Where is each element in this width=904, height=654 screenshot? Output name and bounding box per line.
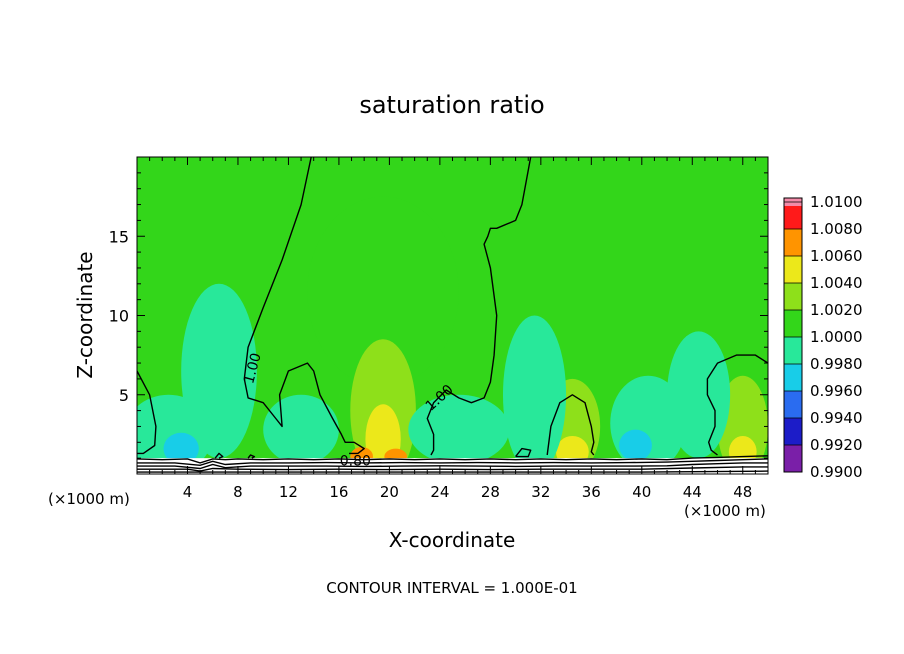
x-tick-label: 32: [531, 483, 550, 501]
colorbar-swatch: [784, 337, 802, 364]
x-tick-label: 20: [380, 483, 399, 501]
surface-contour-line: [137, 462, 768, 470]
y-tick-label: 10: [109, 307, 129, 326]
colorbar-level-label: 1.0060: [810, 247, 863, 265]
colorbar-swatch: [784, 283, 802, 310]
surface-contour-line: [137, 458, 768, 467]
field-region: [263, 394, 339, 465]
x-unit-left: (×1000 m): [48, 490, 130, 508]
field-region: [502, 315, 567, 474]
colorbar-level-label: 0.9900: [810, 463, 863, 481]
x-tick-label: 8: [233, 483, 243, 501]
x-tick-label: 16: [329, 483, 348, 501]
x-tick-label: 4: [183, 483, 193, 501]
contour-line: [137, 370, 157, 455]
y-tick-label: 15: [109, 227, 129, 246]
contour-interval-note: CONTOUR INTERVAL = 1.000E-01: [326, 579, 577, 597]
plot-field: 1.001.000.80: [137, 157, 768, 474]
colorbar-swatch: [784, 229, 802, 256]
x-tick-label: 24: [430, 483, 449, 501]
colorbar-level-label: 1.0020: [810, 301, 863, 319]
y-axis-label: Z-coordinate: [73, 251, 97, 378]
chart-title: saturation ratio: [359, 91, 544, 119]
contour-line: [426, 157, 532, 456]
x-tick-label: 36: [582, 483, 601, 501]
contour-line: [546, 394, 595, 456]
colorbar-swatch: [784, 256, 802, 283]
x-unit-right: (×1000 m): [684, 502, 766, 520]
contour-label: 0.80: [340, 453, 371, 469]
colorbar-level-label: 1.0080: [810, 220, 863, 238]
field-region: [307, 196, 459, 387]
contour-label: 1.00: [241, 351, 265, 385]
colorbar-swatch: [784, 310, 802, 337]
contour-lines: [137, 157, 768, 459]
x-tick-label: 44: [683, 483, 702, 501]
x-tick-label: 40: [632, 483, 651, 501]
colorbar-swatch: [784, 364, 802, 391]
contour-line: [247, 454, 256, 459]
field-region: [667, 331, 731, 459]
x-axis-ticks: 4 8 12 16 20 24 28 32 36 40 44 48: [149, 157, 756, 501]
field-region: [163, 432, 199, 465]
colorbar-swatch: [784, 391, 802, 418]
field-region: [619, 429, 652, 462]
surface-contour-line: [137, 455, 768, 464]
colorbar-level-label: 0.9920: [810, 436, 863, 454]
colorbar-level-label: 1.0000: [810, 328, 863, 346]
contour-line: [515, 447, 532, 458]
colorbar-level-label: 0.9980: [810, 355, 863, 373]
contour-line: [243, 157, 365, 455]
x-axis-label: X-coordinate: [389, 528, 516, 552]
x-tick-label: 28: [481, 483, 500, 501]
colorbar-swatch: [784, 202, 802, 229]
contour-line: [706, 354, 768, 456]
colorbar-swatch: [784, 418, 802, 445]
colorbar-level-label: 0.9940: [810, 409, 863, 427]
contour-line: [214, 452, 224, 459]
x-tick-label: 48: [733, 483, 752, 501]
colorbar-level-label: 0.9960: [810, 382, 863, 400]
colorbar: 0.9900 0.9920 0.9940 0.9960 0.9980 1.0000 1.00…: [783, 193, 863, 481]
colorbar-level-label: 1.0040: [810, 274, 863, 292]
colorbar-swatch: [784, 445, 802, 472]
y-axis-ticks: 5 10 15: [109, 172, 768, 459]
x-tick-label: 12: [279, 483, 298, 501]
colorbar-level-label: 1.0100: [810, 193, 863, 211]
y-tick-label: 5: [119, 386, 129, 405]
field-region: [408, 394, 510, 465]
surface-contour-line: [137, 466, 768, 472]
